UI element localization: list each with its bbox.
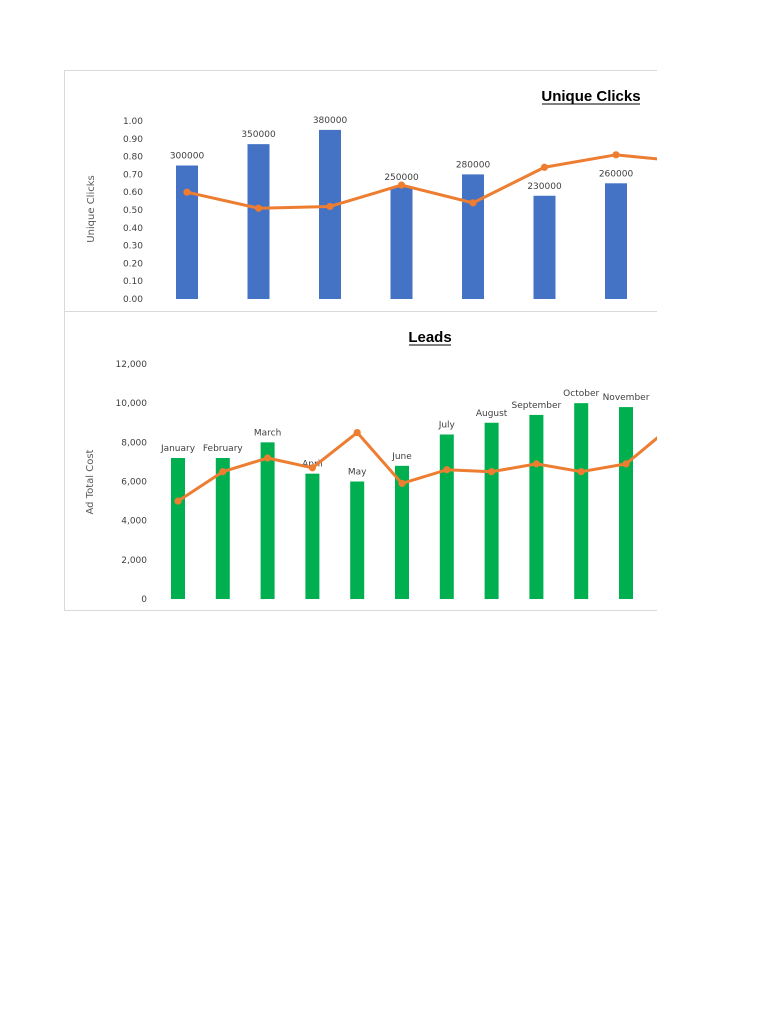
plot-area: 0.00 0.10 0.20 0.30 0.40 0.50 0.60 0.70 0.80 0.90…	[123, 116, 657, 305]
y-tick-label: 10,000	[116, 399, 148, 409]
line-series	[186, 153, 657, 210]
y-tick-label: 6,000	[121, 478, 147, 488]
y-tick-label: 0.00	[123, 295, 143, 305]
y-tick-label: 4,000	[121, 517, 147, 527]
line-point	[397, 181, 406, 189]
data-label: October	[563, 389, 599, 399]
y-tick-label: 0.70	[123, 170, 143, 180]
line-point	[488, 468, 496, 476]
bar	[395, 465, 409, 599]
y-tick-label: 0	[141, 595, 147, 605]
bar	[350, 481, 365, 599]
line-point	[443, 466, 451, 474]
bar	[462, 174, 484, 299]
y-tick-label: 0.20	[123, 259, 143, 269]
bar	[605, 183, 627, 299]
data-label: February	[203, 444, 244, 454]
bar	[533, 195, 556, 299]
data-label: March	[254, 428, 281, 438]
line-point	[326, 202, 334, 211]
data-label: November	[603, 393, 650, 403]
data-label: 380000	[313, 116, 348, 126]
data-label: 350000	[241, 130, 276, 140]
bar	[390, 186, 413, 299]
unique-clicks-chart: Unique Clicks Unique Clicks 0.00 0.10 0.20…	[64, 70, 657, 312]
y-tick-label: 0.50	[123, 206, 143, 216]
y-tick-label: 2,000	[121, 556, 147, 566]
plot-area: 0 2,000 4,000 6,000 8,000 10,000 12,000 January…	[116, 360, 657, 605]
y-axis-title: Unique Clicks	[86, 175, 97, 243]
y-tick-label: 0.80	[123, 153, 143, 163]
y-tick-label: 0.40	[123, 224, 143, 234]
line-point	[398, 479, 406, 488]
leads-chart: Leads Ad Total Cost 0 2,000 4,000 6,000 8,00…	[64, 311, 657, 611]
data-label: 260000	[599, 169, 634, 179]
bar	[215, 458, 230, 599]
line-point	[183, 188, 191, 196]
line-point	[577, 468, 585, 476]
y-axis-title: Ad Total Cost	[85, 449, 96, 514]
bar	[529, 414, 544, 599]
data-label: January	[160, 444, 196, 454]
data-label: 300000	[170, 152, 205, 162]
y-tick-label: 0.60	[123, 188, 143, 198]
line-point	[469, 199, 477, 207]
chart-title: Unique Clicks	[541, 88, 640, 105]
y-tick-label: 0.10	[123, 277, 143, 287]
bar	[439, 434, 454, 599]
bar	[171, 458, 185, 599]
bar	[305, 473, 320, 599]
data-label: June	[391, 452, 412, 462]
y-tick-label: 1.00	[123, 117, 143, 127]
data-label: 230000	[527, 182, 562, 192]
line-point	[532, 460, 540, 468]
leads-svg: Leads Ad Total Cost 0 2,000 4,000 6,000 8,00…	[85, 329, 657, 605]
y-tick-label: 8,000	[121, 438, 147, 448]
data-label: 280000	[456, 160, 491, 170]
y-tick-label: 0.90	[123, 135, 143, 145]
line-point	[308, 464, 316, 472]
line-point	[174, 497, 182, 505]
line-series	[177, 431, 657, 503]
bar	[260, 442, 275, 599]
unique-clicks-svg: Unique Clicks Unique Clicks 0.00 0.10 0.20…	[86, 88, 657, 305]
line-point	[219, 468, 227, 476]
line-point	[254, 204, 263, 212]
bar	[176, 165, 198, 299]
bar	[484, 422, 499, 599]
line-point	[622, 460, 630, 468]
y-tick-label: 0.30	[123, 242, 143, 252]
data-label: August	[476, 409, 508, 419]
line-point	[264, 454, 272, 462]
bar	[247, 144, 270, 299]
line-point	[540, 163, 549, 171]
data-label: July	[438, 421, 456, 431]
line-point	[353, 428, 361, 437]
data-label: May	[348, 468, 367, 478]
data-label: September	[512, 401, 562, 411]
bar	[619, 407, 633, 599]
bar	[574, 403, 589, 599]
bar	[319, 129, 341, 299]
chart-title: Leads	[408, 329, 451, 346]
line-point	[612, 151, 620, 159]
data-label: 250000	[384, 173, 419, 183]
y-tick-label: 12,000	[116, 360, 148, 370]
